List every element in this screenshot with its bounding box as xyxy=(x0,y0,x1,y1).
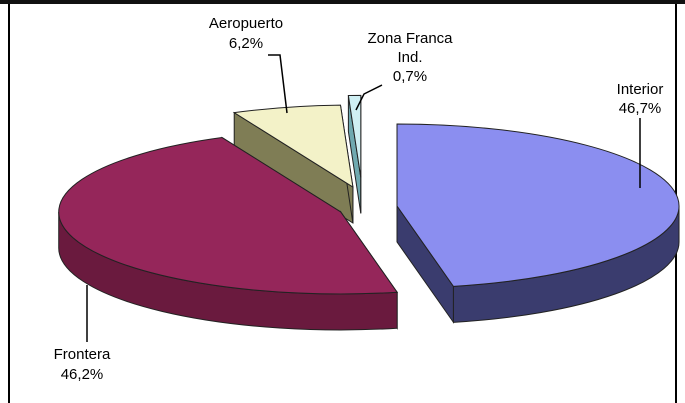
top-bar xyxy=(0,0,685,4)
leader-line-zona-franca xyxy=(355,84,383,111)
slice-label-zona-franca-line2: Ind. xyxy=(397,49,422,66)
slice-labels: Interior 46,7% Frontera 46,2% Aeropuerto… xyxy=(54,15,664,383)
slice-label-aeropuerto: Aeropuerto xyxy=(209,15,283,32)
slice-value-frontera: 46,2% xyxy=(61,366,104,383)
leader-line-aeropuerto xyxy=(268,54,288,114)
slice-value-zona-franca: 0,7% xyxy=(393,68,427,85)
slice-top-interior xyxy=(396,123,680,287)
slice-value-interior: 46,7% xyxy=(619,100,662,117)
slice-top-frontera xyxy=(58,137,399,295)
leader-lines xyxy=(86,54,641,342)
slice-label-zona-franca-line1: Zona Franca xyxy=(367,30,453,47)
slice-label-interior: Interior xyxy=(617,81,664,98)
slice-value-aeropuerto: 6,2% xyxy=(229,35,263,52)
slice-top-zona-franca xyxy=(347,94,362,178)
pie-slices xyxy=(58,94,680,331)
slice-label-frontera: Frontera xyxy=(54,346,111,363)
